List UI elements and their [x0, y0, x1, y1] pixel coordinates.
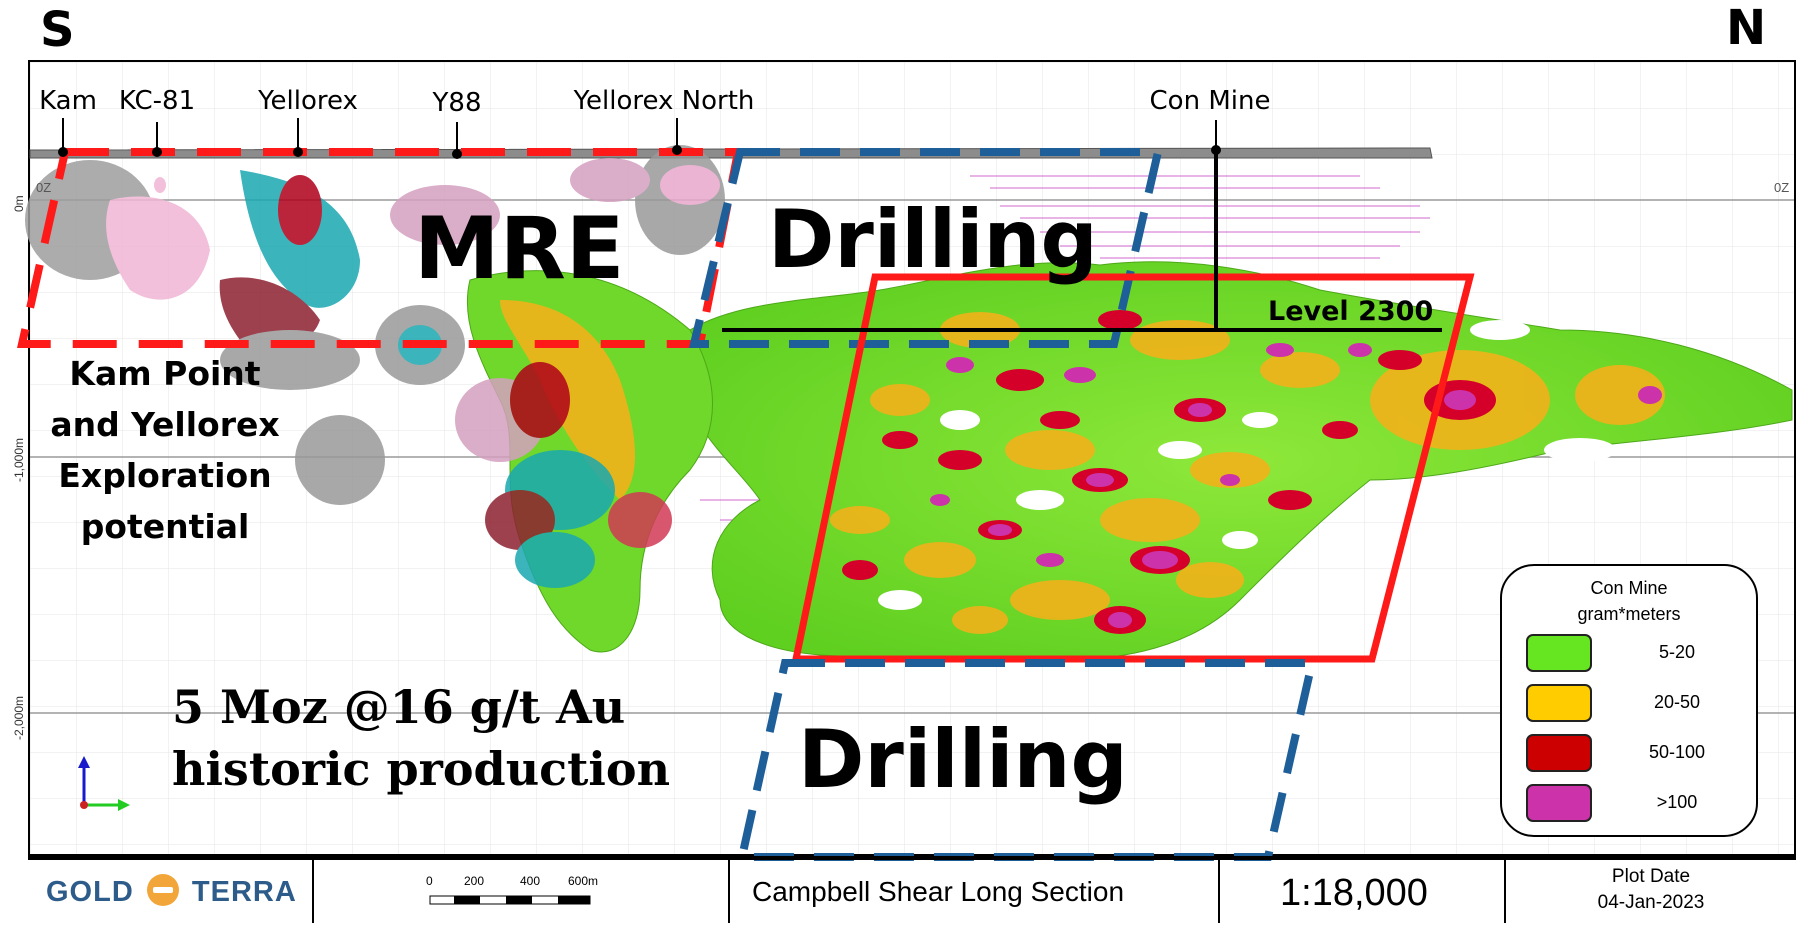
location-yellorex-north: Yellorex North	[573, 86, 755, 116]
exploration-line-4: potential	[80, 507, 250, 546]
plot-date-label: Plot Date	[1611, 866, 1691, 887]
legend-swatch-gt100	[1526, 784, 1592, 822]
location-kc81: KC-81	[118, 86, 196, 116]
scale-tick-200: 200	[464, 874, 485, 888]
legend-label-20-50: 20-50	[1653, 692, 1701, 712]
grade-zones-gt100	[930, 343, 1662, 628]
oz-label-left: 0Z	[36, 180, 52, 195]
collar-markers	[58, 118, 1221, 159]
depth-label-1000m: -1,000m	[12, 437, 26, 482]
orebody-voids	[878, 320, 1616, 610]
logo-text-terra: TERRA	[191, 876, 297, 908]
oz-label-right: 0Z	[1774, 180, 1790, 195]
grade-legend: Con Mine gram*meters 5-20 20-50 50-100 >…	[1500, 564, 1758, 837]
level-2300-label: Level 2300	[1268, 296, 1434, 327]
drilling-bottom-label: Drilling	[798, 713, 1128, 806]
legend-swatch-20-50	[1526, 684, 1592, 722]
depth-label-2000m: -2,000m	[12, 695, 26, 740]
legend-label-50-100: 50-100	[1648, 742, 1706, 762]
axis-triad-icon	[78, 756, 130, 811]
scale-bar	[429, 895, 591, 905]
gold-terra-logo: GOLD TERRA	[46, 874, 297, 909]
mre-label: MRE	[414, 199, 625, 299]
scale-tick-400: 400	[520, 874, 541, 888]
location-con-mine: Con Mine	[1149, 86, 1271, 116]
section-title: Campbell Shear Long Section	[752, 876, 1125, 907]
location-y88: Y88	[432, 88, 482, 118]
legend-swatch-50-100	[1526, 734, 1592, 772]
exploration-line-3: Exploration	[58, 456, 272, 495]
map-scale-cell: 1:18,000	[1218, 860, 1504, 923]
south-label: S	[40, 2, 75, 58]
legend-title-line-2: gram*meters	[1577, 604, 1681, 624]
con-mine-box	[791, 273, 1475, 663]
drilling-top-box	[688, 148, 1164, 348]
logo-emblem-icon	[146, 874, 179, 906]
plot-date-value: 04-Jan-2023	[1597, 892, 1705, 913]
exploration-potential-label: Kam Point and Yellorex Exploration poten…	[30, 348, 300, 552]
legend-swatch-5-20	[1526, 634, 1592, 672]
exploration-line-2: and Yellorex	[50, 405, 280, 444]
exploration-line-1: Kam Point	[69, 354, 261, 393]
location-kam: Kam	[39, 86, 97, 116]
historic-production-label: 5 Moz @16 g/t Au historic production	[172, 676, 670, 800]
scale-bar-cell: 0 200 400 600m	[312, 860, 728, 923]
legend-title-line-1: Con Mine	[1590, 578, 1668, 598]
legend-label-gt100: >100	[1656, 792, 1698, 812]
mre-solids	[25, 145, 725, 588]
title-block: GOLD TERRA 0 200 400 600m Campbell Shear…	[28, 856, 1796, 923]
legend-label-5-20: 5-20	[1658, 642, 1696, 662]
map-scale: 1:18,000	[1280, 872, 1428, 914]
production-line-1: 5 Moz @16 g/t Au	[172, 680, 626, 734]
depth-label-0m: 0m	[12, 195, 26, 212]
scale-tick-600m: 600m	[568, 874, 599, 888]
location-yellorex: Yellorex	[258, 86, 358, 116]
plot-date-cell: Plot Date 04-Jan-2023	[1504, 860, 1796, 923]
drilling-top-label: Drilling	[768, 193, 1098, 286]
scale-tick-0: 0	[426, 874, 433, 888]
production-line-2: historic production	[172, 742, 671, 796]
section-title-cell: Campbell Shear Long Section	[728, 860, 1218, 923]
north-label: N	[1726, 0, 1767, 56]
logo-text-gold: GOLD	[46, 876, 134, 908]
